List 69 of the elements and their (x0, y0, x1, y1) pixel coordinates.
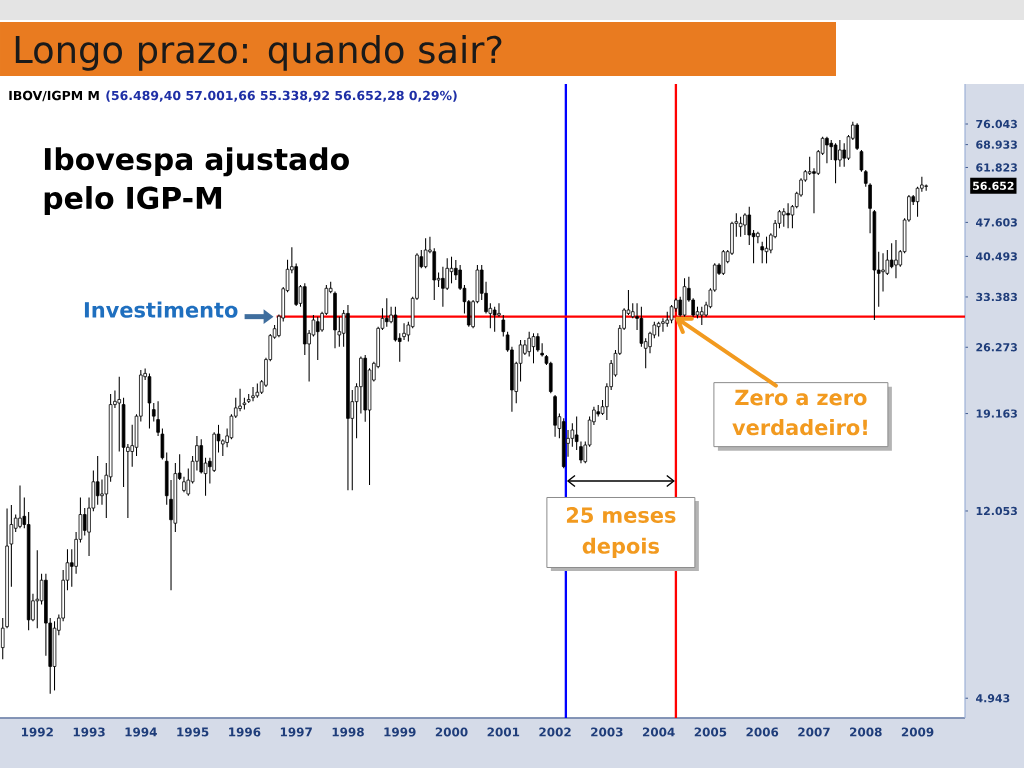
candlestick (756, 231, 760, 244)
candlestick (825, 136, 829, 164)
y-tick-label: 76.043 (976, 119, 1017, 129)
x-tick-label: 2003 (591, 727, 623, 737)
candlestick (829, 139, 834, 161)
x-tick-label: 2009 (901, 727, 934, 737)
candlestick (661, 317, 665, 333)
x-tick-label: 2006 (746, 727, 779, 737)
x-tick-label: 1993 (73, 727, 105, 737)
candlestick (501, 314, 506, 338)
y-tick-label: 61.823 (976, 163, 1017, 172)
candlestick (100, 478, 104, 506)
chart-title: Longo prazo: quando sair? (15, 34, 502, 71)
candlestick (764, 236, 769, 264)
annotation: Zero a zero verdadeiro! (732, 389, 867, 436)
candlestick (95, 455, 100, 506)
y-tick-label: 40.493 (976, 252, 1017, 261)
y-tick-label: 12.053 (976, 506, 1017, 516)
candlestick (18, 485, 22, 529)
annotation: (56.489,40 57.001,66 55.338,92 56.652,28 0,29%) (106, 90, 457, 102)
candlestick (117, 376, 122, 452)
candlestick (574, 416, 579, 451)
candlestick (747, 206, 752, 246)
candlestick (315, 316, 320, 361)
candlestick (721, 249, 726, 276)
candlestick (738, 216, 743, 238)
candlestick (492, 306, 497, 333)
series-label: Investimento (84, 301, 238, 318)
candlestick (35, 549, 40, 629)
x-tick-label: 2004 (642, 727, 675, 737)
x-tick-label: 1995 (177, 727, 209, 737)
annotation: 25 meses depois (566, 507, 676, 558)
text: 56.652 (973, 181, 1014, 190)
candlestick (579, 441, 583, 464)
x-tick-label: 1998 (332, 727, 364, 737)
y-tick-label: 47.603 (976, 218, 1017, 227)
x-tick-label: 1999 (384, 727, 416, 737)
candlestick (838, 139, 842, 168)
y-tick-label: 19.163 (976, 409, 1017, 418)
candlestick (833, 142, 838, 184)
candlestick (855, 122, 859, 151)
candlestick (859, 149, 864, 173)
candlestick (251, 386, 255, 402)
candlestick (531, 332, 536, 364)
candlestick (743, 212, 747, 236)
candlestick (82, 507, 87, 537)
candlestick (423, 237, 428, 269)
y-tick-label: 4.943 (976, 694, 1010, 703)
annotation: IBOV/IGPM M (9, 90, 99, 102)
x-tick-label: 1994 (125, 727, 157, 737)
candlestick (441, 266, 445, 308)
x-tick-label: 2000 (435, 727, 468, 737)
x-tick-label: 2008 (850, 727, 882, 737)
x-tick-label: 1997 (280, 727, 312, 737)
y-tick-label: 33.383 (976, 292, 1017, 302)
y-tick-label: 26.273 (976, 343, 1017, 352)
candlestick (881, 252, 885, 293)
text: Ibovespa ajustado pelo IGP-M (44, 147, 349, 215)
candlestick (402, 322, 406, 341)
x-tick-label: 1992 (21, 727, 53, 737)
candlestick (786, 202, 790, 229)
x-tick-label: 2001 (487, 727, 520, 737)
x-tick-label: 2005 (694, 727, 727, 737)
y-tick-label: 68.933 (976, 140, 1017, 149)
x-tick-label: 2007 (798, 727, 830, 737)
candlestick (497, 302, 501, 318)
x-tick-label: 2002 (539, 727, 571, 737)
x-tick-label: 1996 (229, 727, 261, 737)
candlestick (894, 239, 898, 279)
